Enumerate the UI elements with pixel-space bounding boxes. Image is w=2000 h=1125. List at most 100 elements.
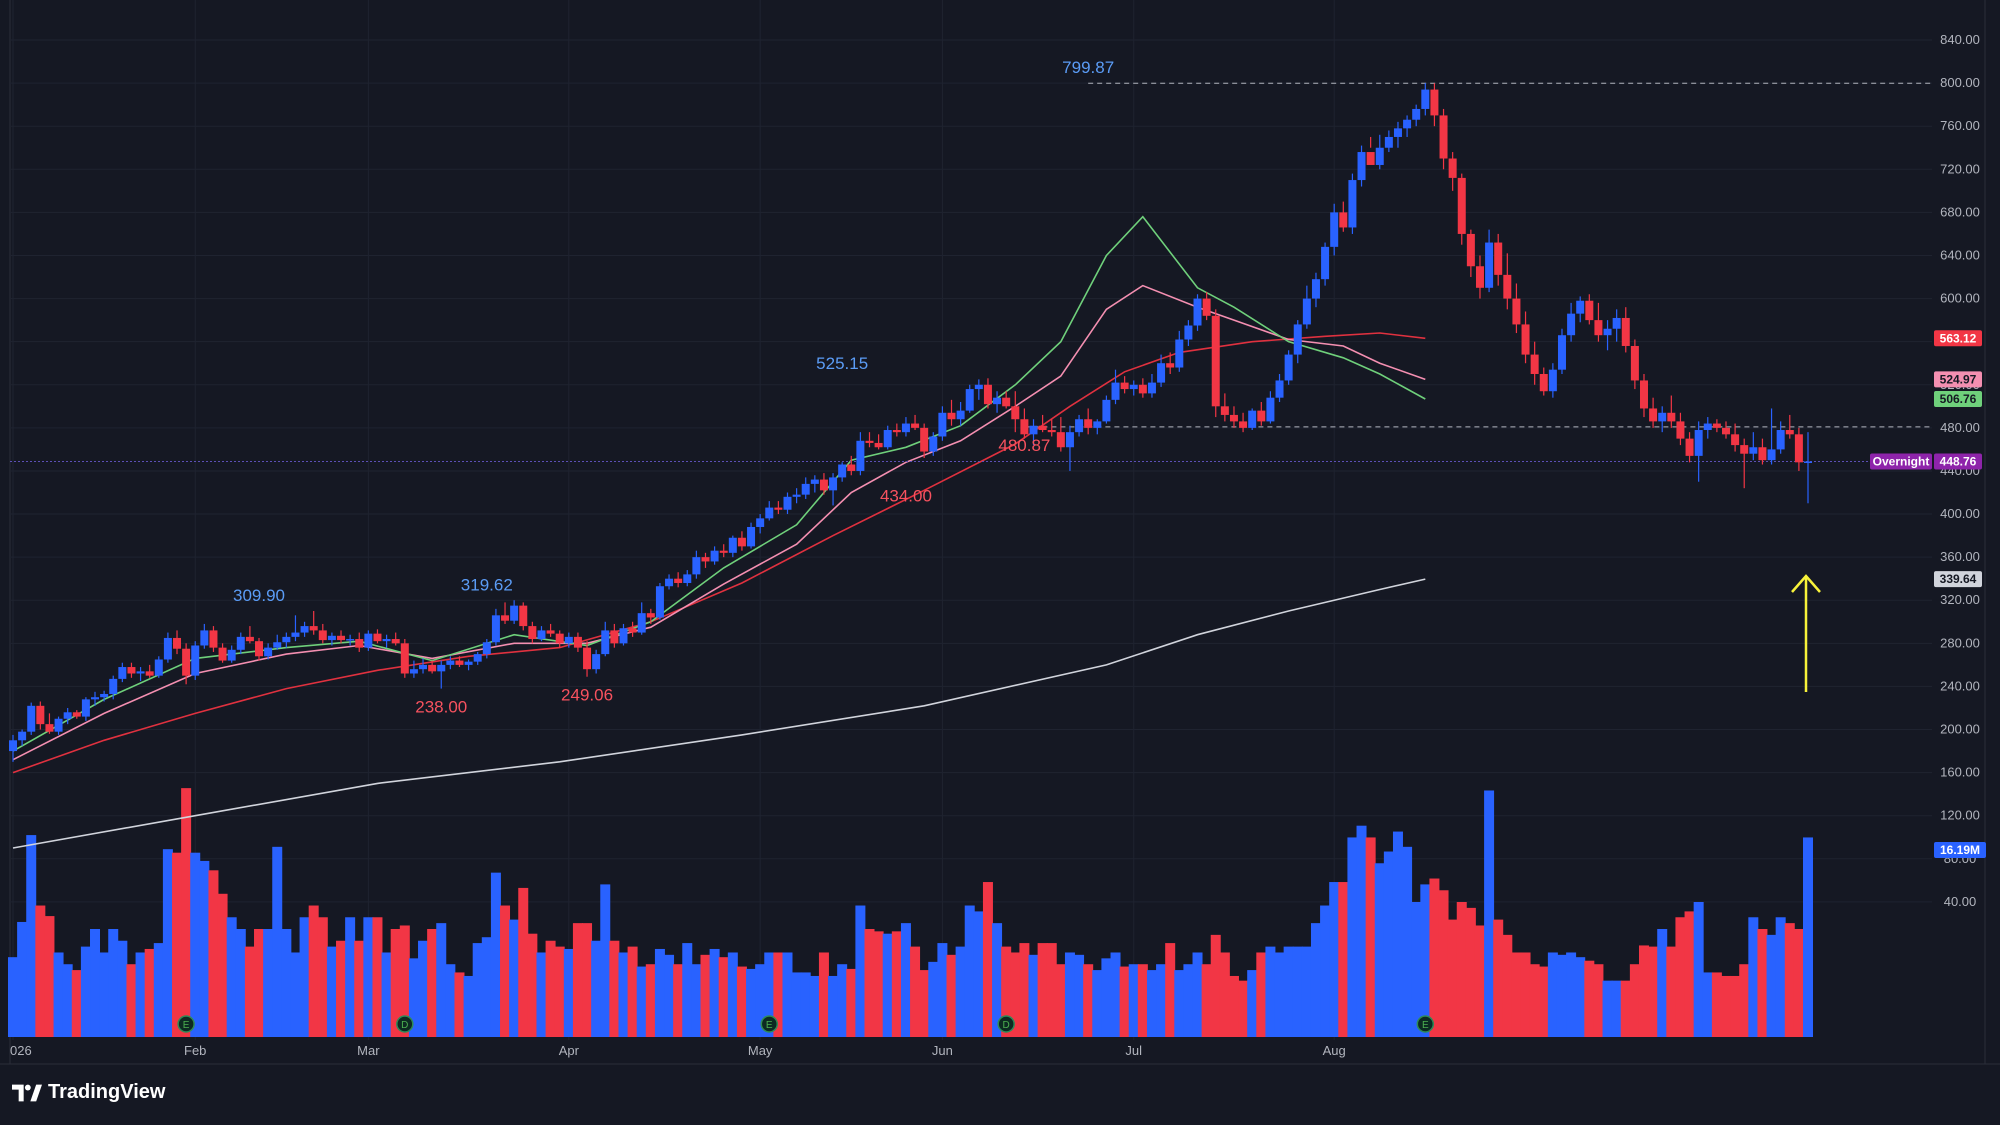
candle-body — [218, 647, 227, 661]
candle-body — [1457, 177, 1466, 234]
candle-body — [1466, 233, 1475, 267]
volume-bar — [90, 929, 101, 1037]
volume-bar — [919, 970, 930, 1037]
volume-bar — [1784, 923, 1795, 1037]
price-extreme-label: 480.87 — [998, 436, 1050, 455]
candle-body — [346, 639, 355, 641]
volume-bar — [1210, 934, 1221, 1037]
event-marker-icon — [760, 1015, 779, 1033]
candle-body — [446, 660, 455, 665]
volume-bar — [1010, 952, 1021, 1037]
volume-bar — [718, 957, 729, 1037]
y-tick-label: 840.00 — [1940, 32, 1980, 47]
price-extreme-label: 249.06 — [561, 686, 613, 705]
volume-bar — [1666, 946, 1677, 1037]
candle-body — [1512, 298, 1521, 325]
y-tick-label: 720.00 — [1940, 161, 1980, 176]
volume-bar — [372, 917, 383, 1037]
volume-bar — [828, 975, 839, 1037]
candle-body — [683, 574, 692, 583]
volume-bar — [1001, 946, 1012, 1037]
volume-bar — [882, 933, 893, 1037]
candle-body — [1348, 180, 1357, 228]
volume-bar — [1629, 964, 1640, 1037]
x-tick-label: Apr — [559, 1043, 580, 1058]
candle-body — [1785, 430, 1794, 435]
candle-body — [1612, 317, 1621, 329]
volume-bar — [117, 940, 128, 1037]
volume-bar — [363, 917, 374, 1037]
candle-body — [1804, 461, 1812, 464]
volume-bar — [1502, 934, 1513, 1037]
candle-body — [428, 664, 437, 672]
candle-body — [710, 550, 719, 562]
volume-bar — [80, 946, 91, 1037]
candle-body — [91, 697, 100, 700]
price-chart[interactable]: 40.0080.00120.00160.00200.00240.00280.00… — [0, 0, 2000, 1065]
candle-body — [1330, 212, 1339, 247]
price-extreme-label: 434.00 — [880, 486, 932, 505]
candle-body — [601, 630, 610, 655]
volume-bar — [172, 852, 183, 1037]
volume-bar — [1046, 943, 1057, 1037]
volume-bar — [272, 846, 283, 1037]
volume-bar — [1575, 957, 1586, 1037]
volume-bar — [855, 905, 866, 1037]
candle-body — [1649, 408, 1658, 422]
volume-bar — [336, 940, 347, 1037]
candle-body — [482, 642, 491, 655]
volume-bar — [600, 884, 611, 1037]
candle-body — [1065, 432, 1074, 448]
candle-body — [1202, 298, 1211, 316]
candle-body — [1503, 274, 1512, 299]
candle-body — [1193, 298, 1202, 326]
volume-bar — [290, 952, 301, 1037]
volume-bar — [1074, 954, 1085, 1037]
volume-bar — [62, 964, 73, 1037]
volume-bar — [700, 954, 711, 1037]
volume-bar — [1739, 964, 1750, 1037]
volume-bar — [910, 946, 921, 1037]
y-tick-label: 320.00 — [1940, 592, 1980, 607]
volume-bar — [1657, 929, 1668, 1037]
volume-bar — [1247, 970, 1258, 1037]
volume-bar — [1238, 980, 1249, 1037]
volume-bar — [609, 940, 620, 1037]
price-tag-label: 524.97 — [1940, 372, 1977, 386]
volume-bar — [1320, 905, 1331, 1037]
volume-bar — [864, 929, 875, 1037]
candle-body — [501, 615, 510, 621]
candle-body — [18, 731, 27, 741]
volume-bar — [1638, 945, 1649, 1037]
volume-bar — [682, 943, 693, 1037]
candle-body — [473, 654, 482, 662]
candle-body — [437, 664, 446, 672]
volume-bar — [691, 964, 702, 1037]
candle-body — [892, 430, 901, 433]
candle-body — [1047, 430, 1056, 433]
volume-bar — [1602, 980, 1613, 1037]
volume-bar — [44, 916, 55, 1037]
tradingview-logo[interactable]: TradingView — [12, 1081, 165, 1104]
volume-bar — [500, 905, 511, 1037]
candle-body — [118, 667, 127, 679]
volume-bar — [518, 887, 529, 1037]
volume-bar — [190, 852, 201, 1037]
volume-bar — [399, 925, 410, 1037]
volume-bar — [1110, 952, 1121, 1037]
candle-body — [1676, 421, 1685, 439]
volume-bar — [900, 923, 911, 1037]
candle-body — [865, 440, 874, 443]
volume-bar — [17, 921, 28, 1037]
volume-bar — [1156, 964, 1167, 1037]
ma-line-pink — [12, 284, 1426, 761]
annotation-arrow-head — [1791, 574, 1821, 593]
candle-body — [400, 643, 409, 674]
volume-bar — [1684, 911, 1695, 1037]
volume-bar — [326, 946, 337, 1037]
candle-body — [54, 718, 63, 732]
volume-bar — [1429, 878, 1440, 1037]
candle-body — [728, 537, 737, 553]
volume-bar — [791, 972, 802, 1037]
volume-bar — [1766, 934, 1777, 1037]
